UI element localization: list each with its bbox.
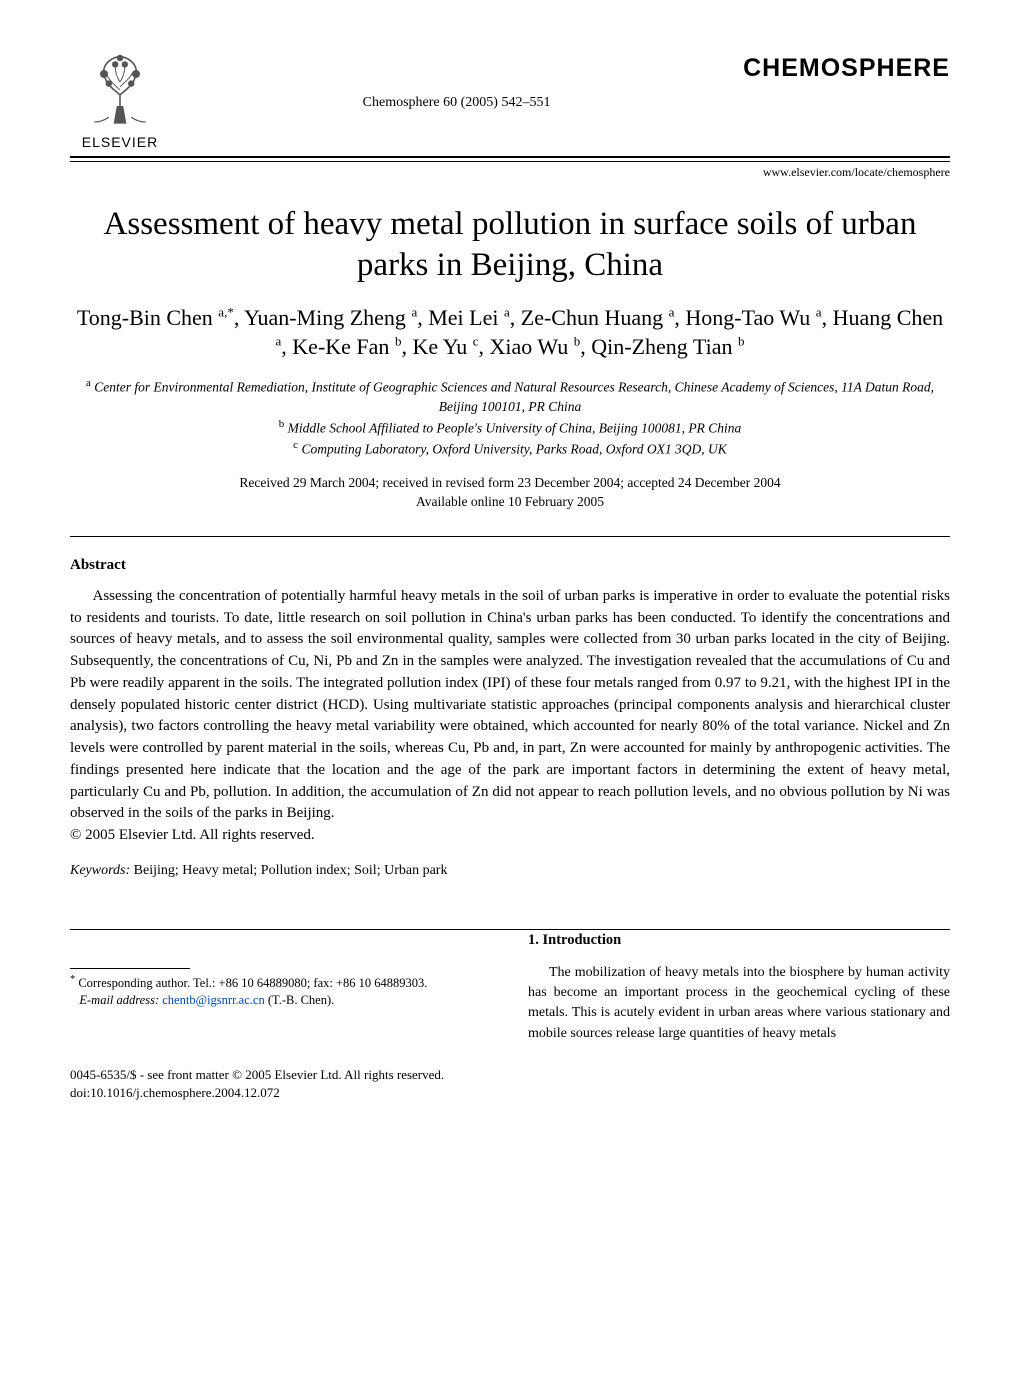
- right-column: 1. Introduction The mobilization of heav…: [528, 930, 950, 1044]
- two-column-body: * Corresponding author. Tel.: +86 10 648…: [70, 930, 950, 1044]
- section-1-heading: 1. Introduction: [528, 930, 950, 951]
- journal-citation: Chemosphere 60 (2005) 542–551: [170, 50, 743, 111]
- keywords-line: Keywords: Beijing; Heavy metal; Pollutio…: [70, 863, 950, 879]
- email-footnote: E-mail address: chentb@igsnrr.ac.cn (T.-…: [70, 992, 492, 1010]
- pre-abstract-rule: [70, 536, 950, 537]
- journal-url: www.elsevier.com/locate/chemosphere: [70, 165, 950, 180]
- page-footer: 0045-6535/$ - see front matter © 2005 El…: [70, 1066, 950, 1102]
- publisher-block: ELSEVIER: [70, 50, 170, 150]
- paper-title: Assessment of heavy metal pollution in s…: [70, 204, 950, 287]
- abstract-copyright: © 2005 Elsevier Ltd. All rights reserved…: [70, 827, 315, 843]
- paper-page: ELSEVIER Chemosphere 60 (2005) 542–551 C…: [0, 0, 1020, 1142]
- affiliation-list: a Center for Environmental Remediation, …: [70, 376, 950, 459]
- intro-paragraph: The mobilization of heavy metals into th…: [528, 963, 950, 1044]
- footer-issn-line: 0045-6535/$ - see front matter © 2005 El…: [70, 1066, 950, 1084]
- left-column: * Corresponding author. Tel.: +86 10 648…: [70, 930, 492, 1044]
- author-list: Tong-Bin Chen a,*, Yuan-Ming Zheng a, Me…: [70, 303, 950, 362]
- elsevier-tree-icon: [80, 50, 160, 130]
- email-label: E-mail address:: [79, 993, 159, 1007]
- publisher-name: ELSEVIER: [82, 134, 158, 150]
- journal-brand: CHEMOSPHERE: [743, 50, 950, 83]
- abstract-body: Assessing the concentration of potential…: [70, 586, 950, 847]
- footer-doi-line: doi:10.1016/j.chemosphere.2004.12.072: [70, 1084, 950, 1102]
- corresponding-footnote: * Corresponding author. Tel.: +86 10 648…: [70, 973, 492, 993]
- abstract-heading: Abstract: [70, 557, 950, 574]
- abstract-text: Assessing the concentration of potential…: [70, 588, 950, 822]
- corresponding-text: Corresponding author. Tel.: +86 10 64889…: [75, 976, 427, 990]
- header-rule-thick: [70, 156, 950, 158]
- header-rule-thin: [70, 161, 950, 162]
- header-row: ELSEVIER Chemosphere 60 (2005) 542–551 C…: [70, 50, 950, 150]
- footnote-rule: [70, 968, 190, 969]
- online-line: Available online 10 February 2005: [416, 494, 604, 509]
- email-attribution: (T.-B. Chen).: [265, 993, 335, 1007]
- keywords-list: Beijing; Heavy metal; Pollution index; S…: [130, 863, 447, 878]
- keywords-label: Keywords:: [70, 863, 130, 878]
- corresponding-email[interactable]: chentb@igsnrr.ac.cn: [162, 993, 264, 1007]
- received-line: Received 29 March 2004; received in revi…: [239, 475, 780, 490]
- article-dates: Received 29 March 2004; received in revi…: [70, 473, 950, 512]
